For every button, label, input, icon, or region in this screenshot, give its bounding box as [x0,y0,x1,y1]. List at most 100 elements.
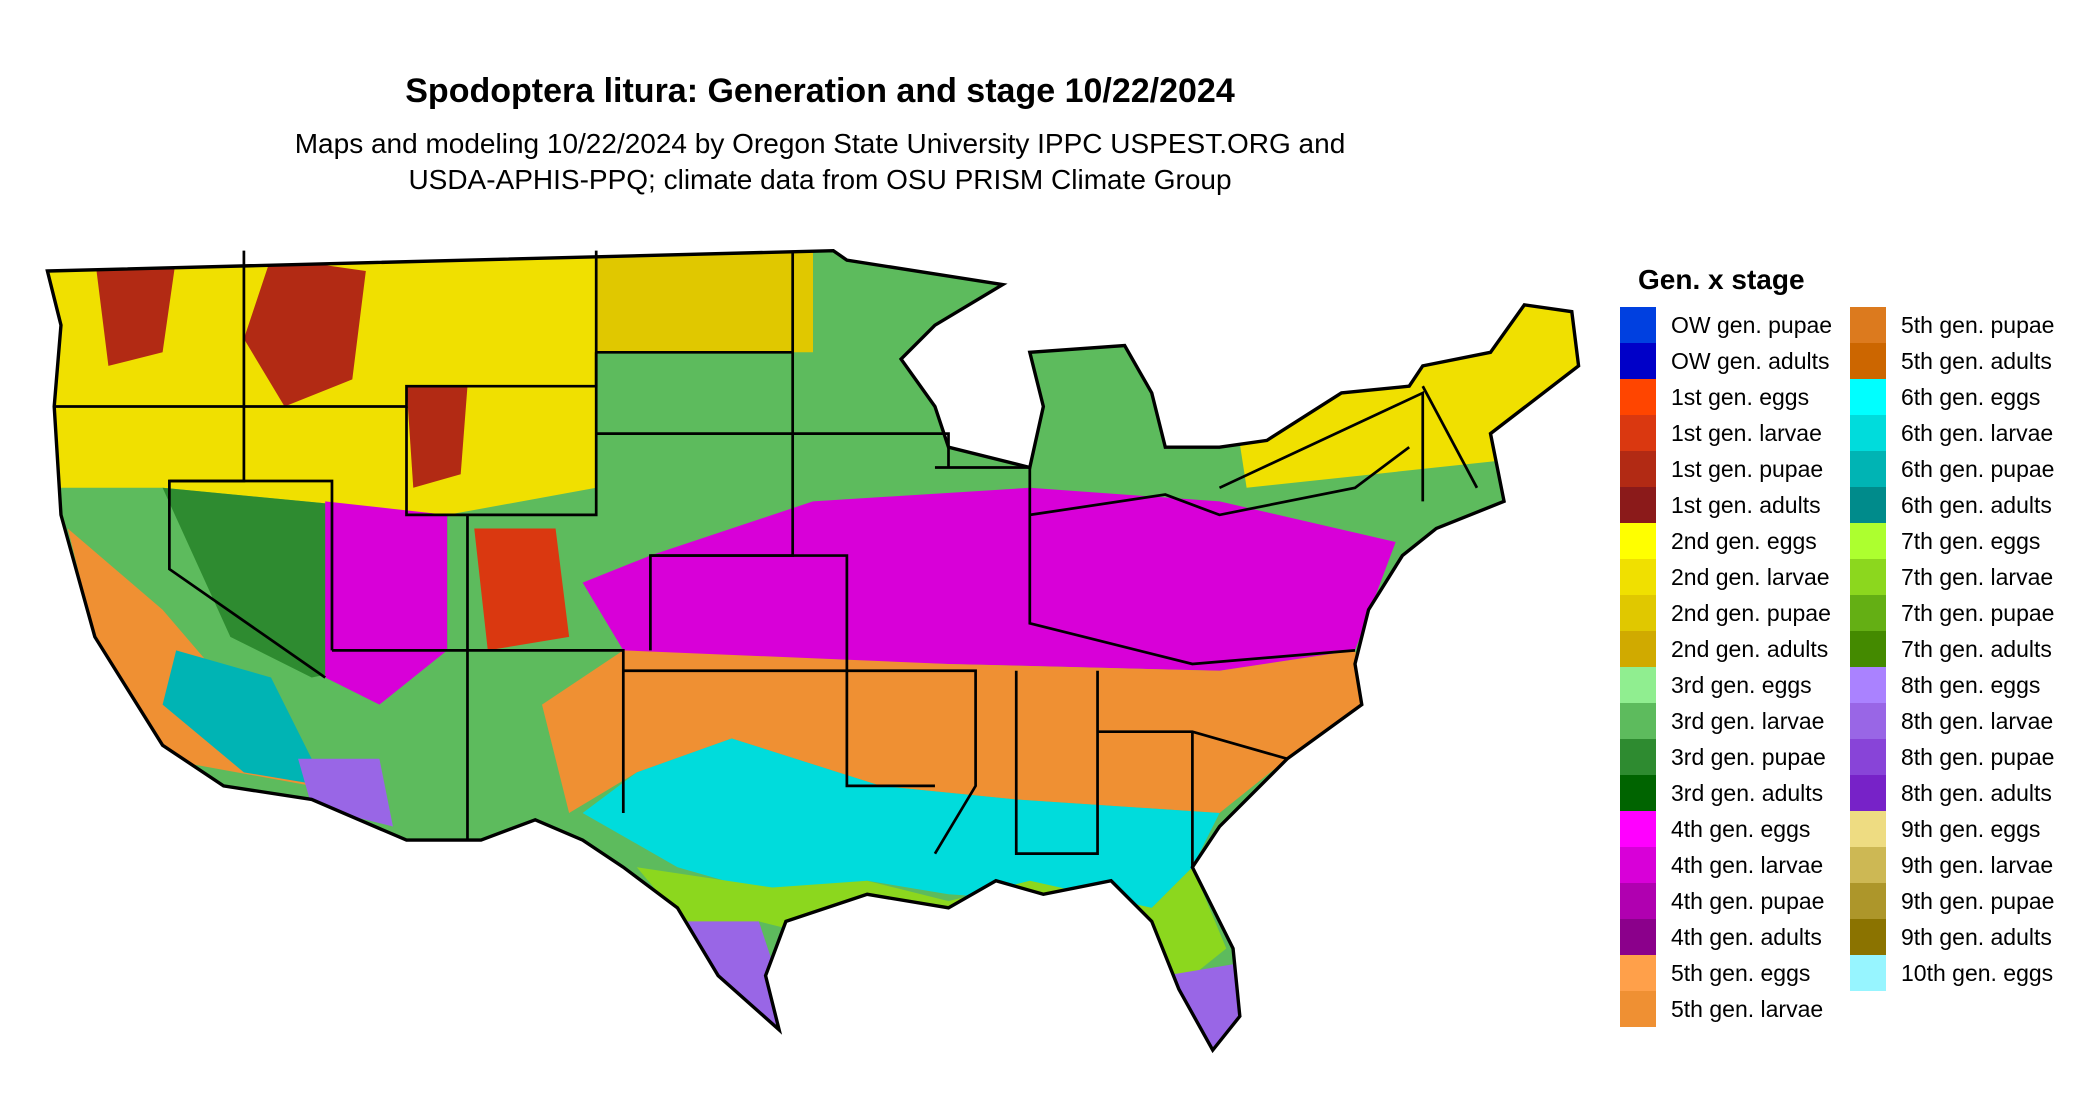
legend-item: 4th gen. larvae [1620,847,1823,883]
legend-swatch [1850,415,1886,451]
legend-swatch [1620,667,1656,703]
map-title: Spodoptera litura: Generation and stage … [405,72,1235,110]
state-borders [54,250,1479,868]
legend-label: 4th gen. eggs [1671,815,1811,842]
region-mountains [406,386,468,488]
legend-swatch [1620,307,1656,343]
legend-item: 9th gen. eggs [1850,811,2040,847]
region-sw-magenta [325,501,448,705]
legend-item: 7th gen. pupae [1850,595,2054,631]
legend-item: 1st gen. larvae [1620,415,1822,451]
legend-label: 9th gen. larvae [1901,851,2054,878]
legend-swatch [1850,559,1886,595]
legend-swatch [1850,955,1886,991]
legend-item: 3rd gen. eggs [1620,667,1812,703]
legend-swatch [1620,811,1656,847]
legend-item: 3rd gen. pupae [1620,739,1826,775]
legend-item: 5th gen. adults [1850,343,2052,379]
legend-swatch [1620,559,1656,595]
legend-item: 2nd gen. adults [1620,631,1828,667]
legend-item: 6th gen. pupae [1850,451,2054,487]
legend-swatch [1620,703,1656,739]
legend-swatch [1850,847,1886,883]
legend-swatch [1620,883,1656,919]
legend-item: 2nd gen. eggs [1620,523,1817,559]
legend-label: 1st gen. eggs [1671,383,1810,410]
legend-swatch [1850,667,1886,703]
legend-swatch [1620,343,1656,379]
legend-swatch [1620,919,1656,955]
legend-item: 7th gen. eggs [1850,523,2040,559]
legend-label: 8th gen. eggs [1901,671,2041,698]
legend-swatch [1850,307,1886,343]
legend-item: 1st gen. pupae [1620,451,1823,487]
legend-label: 1st gen. adults [1671,491,1821,518]
legend-label: 5th gen. eggs [1671,959,1811,986]
legend-swatch [1850,919,1886,955]
legend-item: 5th gen. larvae [1620,991,1823,1027]
legend-swatch [1850,739,1886,775]
legend-label: 5th gen. larvae [1671,995,1824,1022]
legend-swatch [1620,991,1656,1027]
legend-label: 6th gen. pupae [1901,455,2055,482]
legend-item: 10th gen. eggs [1850,955,2053,991]
legend-label: 1st gen. pupae [1671,455,1824,482]
region-rockies [474,528,570,651]
legend-swatch [1850,379,1886,415]
legend-item: 8th gen. adults [1850,775,2052,811]
legend-swatch [1620,631,1656,667]
legend-item: 2nd gen. larvae [1620,559,1830,595]
legend-item: 7th gen. larvae [1850,559,2053,595]
legend-swatch [1620,451,1656,487]
legend-item: 9th gen. pupae [1850,883,2054,919]
legend-swatch [1620,379,1656,415]
legend-swatch [1620,523,1656,559]
legend-label: 9th gen. adults [1901,923,2052,950]
legend-item: 9th gen. adults [1850,919,2052,955]
legend-swatch [1850,775,1886,811]
legend-label: 1st gen. larvae [1671,419,1822,446]
legend-label: 8th gen. larvae [1901,707,2054,734]
legend-swatch [1850,811,1886,847]
legend-item: 5th gen. eggs [1620,955,1810,991]
legend-item: 9th gen. larvae [1850,847,2053,883]
legend-swatch [1620,955,1656,991]
legend-swatch [1620,415,1656,451]
legend-label: 9th gen. eggs [1901,815,2041,842]
legend-item: OW gen. adults [1620,343,1830,379]
legend-swatch [1850,595,1886,631]
legend-swatch [1850,703,1886,739]
legend-swatch [1850,883,1886,919]
legend-item: 1st gen. eggs [1620,379,1809,415]
region-north-plains [596,250,814,353]
legend-swatch [1850,487,1886,523]
region-central-magenta [582,487,1396,671]
legend-label: 4th gen. pupae [1671,887,1825,914]
legend-label: 9th gen. pupae [1901,887,2055,914]
legend-title: Gen. x stage [1638,264,1805,295]
region-gulf-cyan [582,738,1220,908]
legend-label: 4th gen. larvae [1671,851,1824,878]
legend-label: OW gen. pupae [1671,311,1833,338]
legend-label: 8th gen. pupae [1901,743,2055,770]
legend-label: 3rd gen. adults [1671,779,1824,806]
legend-label: 2nd gen. adults [1671,635,1829,662]
legend-label: 10th gen. eggs [1901,959,2054,986]
legend-label: 4th gen. adults [1671,923,1822,950]
region-mountains [94,257,177,366]
legend-swatch [1850,523,1886,559]
legend-swatch [1850,631,1886,667]
legend-label: 5th gen. adults [1901,347,2052,374]
legend-swatch [1850,451,1886,487]
legend-swatch [1620,487,1656,523]
legend-item: 8th gen. larvae [1850,703,2053,739]
legend-label: 3rd gen. eggs [1671,671,1812,698]
legend-label: 6th gen. adults [1901,491,2052,518]
legend-label: 7th gen. adults [1901,635,2052,662]
legend-label: 3rd gen. larvae [1671,707,1825,734]
legend-item: 6th gen. larvae [1850,415,2053,451]
legend-label: 2nd gen. pupae [1671,599,1831,626]
legend-item: 4th gen. adults [1620,919,1822,955]
legend-item: 6th gen. eggs [1850,379,2040,415]
